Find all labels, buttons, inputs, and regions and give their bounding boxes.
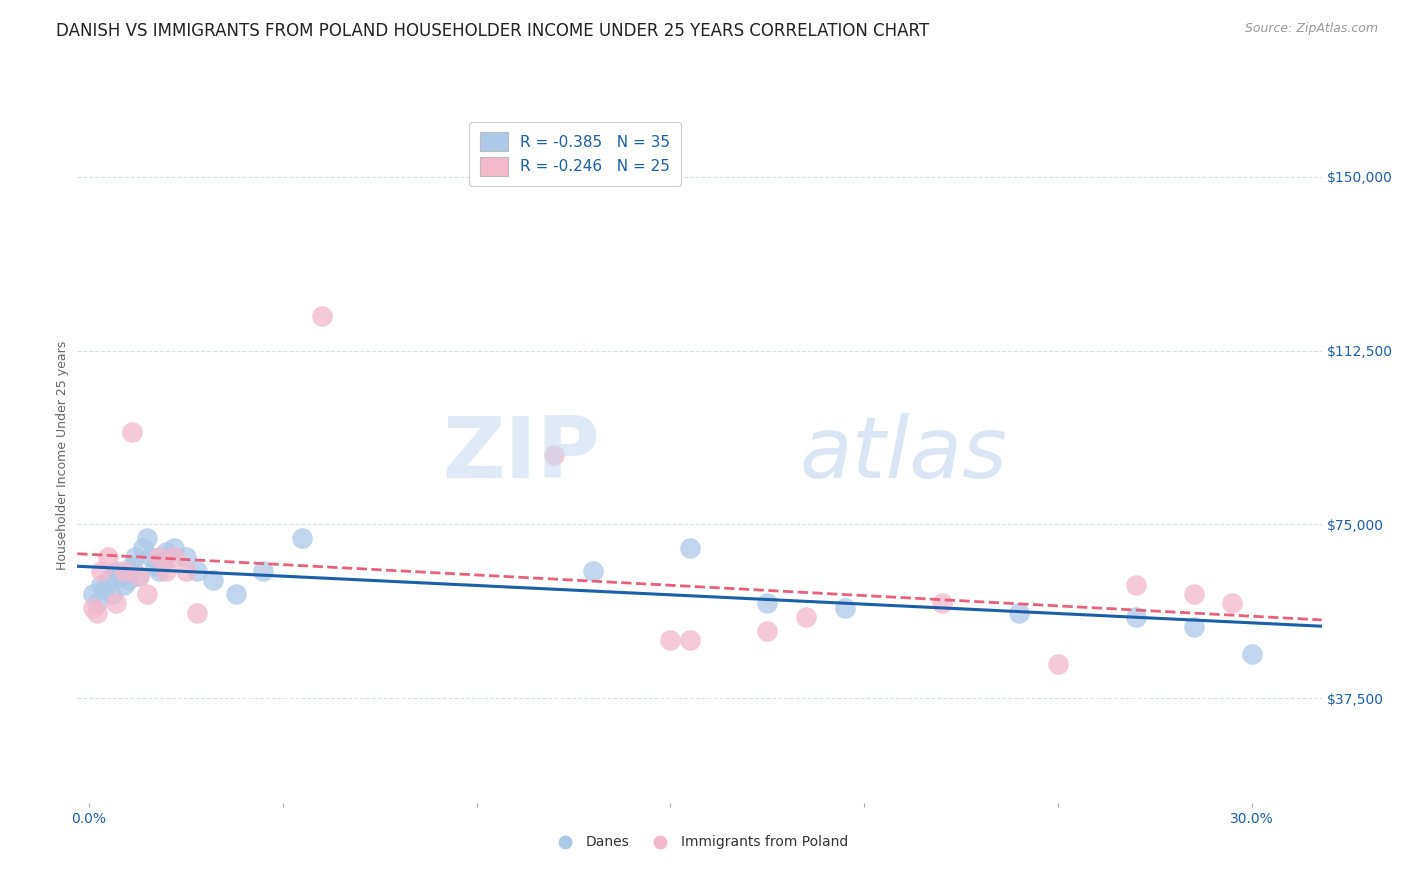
Point — [756, 624, 779, 639]
Point — [97, 549, 120, 564]
Point — [1008, 606, 1031, 620]
Point — [1182, 587, 1205, 601]
Point — [97, 573, 120, 587]
Text: DANISH VS IMMIGRANTS FROM POLAND HOUSEHOLDER INCOME UNDER 25 YEARS CORRELATION C: DANISH VS IMMIGRANTS FROM POLAND HOUSEHO… — [56, 22, 929, 40]
Point — [186, 564, 208, 578]
Point — [101, 587, 124, 601]
Text: atlas: atlas — [799, 413, 1007, 497]
Point — [152, 555, 174, 569]
Point — [148, 549, 170, 564]
Point — [582, 564, 605, 578]
Point — [1240, 648, 1263, 662]
Point — [163, 541, 186, 555]
Point — [112, 564, 135, 578]
Point — [1125, 578, 1147, 592]
Point — [311, 309, 333, 323]
Text: Source: ZipAtlas.com: Source: ZipAtlas.com — [1244, 22, 1378, 36]
Point — [174, 564, 197, 578]
Point — [105, 564, 128, 578]
Point — [128, 568, 150, 582]
Point — [155, 545, 177, 559]
Point — [543, 448, 565, 462]
Point — [1047, 657, 1070, 671]
Point — [756, 596, 779, 610]
Point — [121, 425, 143, 439]
Point — [291, 532, 314, 546]
Point — [252, 564, 274, 578]
Point — [679, 633, 702, 648]
Point — [139, 549, 162, 564]
Point — [186, 606, 208, 620]
Point — [1222, 596, 1244, 610]
Point — [112, 578, 135, 592]
Point — [86, 596, 108, 610]
Point — [143, 559, 166, 574]
Point — [679, 541, 702, 555]
Point — [834, 601, 856, 615]
Point — [93, 582, 115, 597]
Point — [90, 564, 112, 578]
Y-axis label: Householder Income Under 25 years: Householder Income Under 25 years — [56, 340, 69, 570]
Point — [105, 596, 128, 610]
Point — [155, 564, 177, 578]
Point — [124, 549, 146, 564]
Point — [136, 532, 159, 546]
Point — [82, 601, 104, 615]
Point — [86, 606, 108, 620]
Text: ZIP: ZIP — [443, 413, 600, 497]
Point — [136, 587, 159, 601]
Point — [1125, 610, 1147, 624]
Point — [201, 573, 224, 587]
Point — [174, 549, 197, 564]
Point — [128, 568, 150, 582]
Point — [82, 587, 104, 601]
Point — [90, 578, 112, 592]
Point — [132, 541, 155, 555]
Point — [931, 596, 953, 610]
Legend: Danes, Immigrants from Poland: Danes, Immigrants from Poland — [546, 830, 853, 855]
Point — [148, 564, 170, 578]
Point — [794, 610, 817, 624]
Point — [1182, 619, 1205, 633]
Point — [121, 559, 143, 574]
Point — [225, 587, 247, 601]
Point — [117, 573, 139, 587]
Point — [659, 633, 682, 648]
Point — [163, 549, 186, 564]
Point — [108, 568, 131, 582]
